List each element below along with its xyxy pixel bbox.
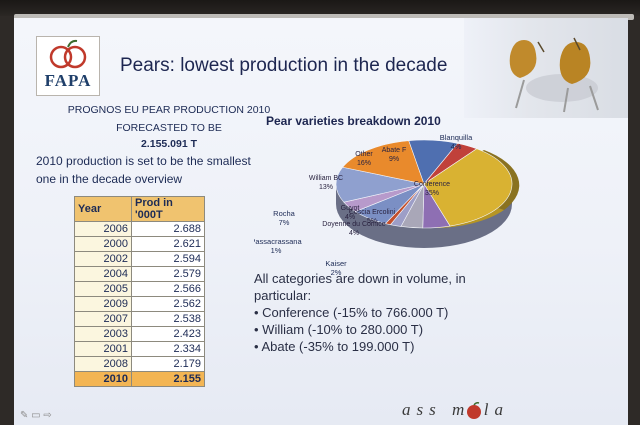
projected-slide: FAPA Pears: lowest production in the dec… — [14, 18, 628, 425]
prod-cell: 2.594 — [131, 251, 205, 267]
pie-label: Doyenne du Comice — [322, 221, 386, 228]
prod-cell: 2.621 — [131, 236, 205, 252]
pear-icon — [509, 40, 537, 78]
prod-cell: 2.334 — [131, 341, 205, 357]
pears-photo — [464, 18, 628, 118]
pie-value-label: 2% — [331, 268, 342, 276]
year-cell: 2005 — [74, 281, 132, 297]
bullet-item: • Conference (-15% to 766.000 T) — [254, 305, 449, 320]
forecast-line: FORECASTED TO BE — [116, 122, 222, 134]
pie-label: Passacrassana — [254, 237, 302, 246]
prod-cell: 2.155 — [131, 371, 205, 387]
year-cell: 2010 — [74, 371, 132, 387]
slideshow-toolbar: ✎ ▭ ⇨ — [20, 410, 52, 421]
prod-cell: 2.566 — [131, 281, 205, 297]
year-cell: 2003 — [74, 326, 132, 342]
logo-text: FAPA — [44, 71, 92, 90]
brand-logo: ass mela — [402, 400, 509, 420]
pie-slice-other — [342, 140, 425, 185]
room-background — [0, 0, 640, 16]
table-row-highlight: 2010 2.155 — [74, 371, 205, 387]
pie-value-label: 35% — [425, 190, 439, 197]
year-cell: 2008 — [74, 356, 132, 372]
bullet-text: William (-10% to 280.000 T) — [262, 322, 424, 337]
pie-value-label: 13% — [319, 184, 333, 191]
table-row: 2001 2.334 — [74, 341, 205, 357]
pie-label: Rocha — [273, 209, 296, 218]
table-row: 2002 2.594 — [74, 251, 205, 267]
menu-icon[interactable]: ▭ — [31, 410, 41, 421]
summary-intro-line: All categories are down in volume, in — [254, 271, 466, 286]
pie-label: Abate F — [382, 147, 407, 154]
summary-intro-line: particular: — [254, 288, 312, 303]
pie-slice-conference — [423, 148, 513, 227]
pie-label: William BC — [309, 175, 343, 182]
table-header-row: Year Prod in '000T — [74, 196, 205, 222]
pie-value-label: 1% — [271, 246, 282, 255]
prod-header: Prod in '000T — [131, 196, 205, 222]
forecast-line: PROGNOS EU PEAR PRODUCTION 2010 — [67, 104, 271, 116]
table-row: 2003 2.423 — [74, 326, 205, 342]
pie-chart: Abate F9%Blanquilla4%Conference35%Coscia… — [254, 133, 520, 276]
pie-value-label: 7% — [279, 218, 290, 227]
pie-value-label: 5% — [367, 218, 377, 225]
chart-title: Pear varieties breakdown 2010 — [266, 114, 441, 128]
table-row: 2008 2.179 — [74, 356, 205, 372]
summary-block: All categories are down in volume, in pa… — [254, 270, 554, 355]
year-cell: 2009 — [74, 296, 132, 312]
pie-value-label: 9% — [389, 156, 399, 163]
forecast-value: 2.155.091 T — [140, 138, 198, 150]
next-arrow-icon[interactable]: ⇨ — [43, 410, 52, 421]
pie-value-label: 4% — [451, 142, 462, 151]
bullet-text: Conference (-15% to 766.000 T) — [262, 305, 449, 320]
pie-label: Conference — [414, 181, 450, 188]
projector-screen-frame — [14, 14, 634, 20]
table-row: 2007 2.538 — [74, 311, 205, 327]
prod-cell: 2.688 — [131, 221, 205, 237]
apple-icon — [467, 402, 481, 419]
year-cell: 2000 — [74, 236, 132, 252]
pen-icon[interactable]: ✎ — [20, 410, 29, 421]
pear-icon — [559, 42, 591, 84]
statement-line: one in the decade overview — [36, 172, 183, 186]
year-cell: 2006 — [74, 221, 132, 237]
prod-cell: 2.538 — [131, 311, 205, 327]
bullet-item: • Abate (-35% to 199.000 T) — [254, 339, 415, 354]
year-cell: 2001 — [74, 341, 132, 357]
prod-cell: 2.562 — [131, 296, 205, 312]
brand-text: ass mela — [402, 400, 510, 419]
pie-label: Kaiser — [325, 259, 347, 268]
year-header: Year — [74, 196, 132, 222]
table-row: 2009 2.562 — [74, 296, 205, 312]
pie-slice-william-bc — [335, 166, 425, 203]
pie-value-label: 16% — [357, 160, 371, 167]
production-table: Year Prod in '000T 2006 2.688 2000 2.621 2… — [74, 196, 205, 387]
pie-label: Guyot — [341, 205, 360, 212]
prod-cell: 2.579 — [131, 266, 205, 282]
year-cell: 2007 — [74, 311, 132, 327]
fapa-logo: FAPA — [36, 36, 100, 96]
pie-label: Coscia Ercolini — [349, 209, 396, 216]
slide-title: Pears: lowest production in the decade — [120, 55, 448, 76]
pie-value-label: 4% — [345, 214, 355, 221]
pie-label: Other — [355, 151, 373, 158]
table-row: 2000 2.621 — [74, 236, 205, 252]
pie-label: Blanquilla — [440, 133, 473, 142]
table-row: 2006 2.688 — [74, 221, 205, 237]
bullet-text: Abate (-35% to 199.000 T) — [261, 339, 415, 354]
apple-logo-icon — [49, 39, 87, 69]
table-row: 2004 2.579 — [74, 266, 205, 282]
pie-value-label: 4% — [349, 230, 359, 237]
table-row: 2005 2.566 — [74, 281, 205, 297]
year-cell: 2002 — [74, 251, 132, 267]
bullet-item: • William (-10% to 280.000 T) — [254, 322, 424, 337]
statement-line: 2010 production is set to be the smalles… — [36, 154, 251, 168]
prod-cell: 2.423 — [131, 326, 205, 342]
year-cell: 2004 — [74, 266, 132, 282]
prod-cell: 2.179 — [131, 356, 205, 372]
